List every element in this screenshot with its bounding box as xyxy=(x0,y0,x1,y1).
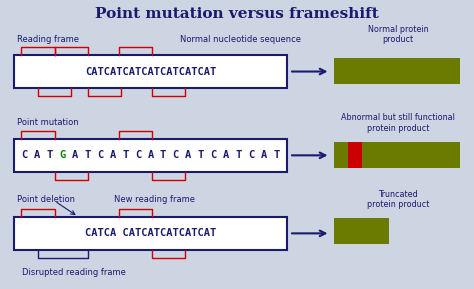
Text: A: A xyxy=(185,150,191,160)
Bar xyxy=(14,139,287,172)
Text: C: C xyxy=(97,150,103,160)
Text: T: T xyxy=(198,150,204,160)
Text: A: A xyxy=(34,150,40,160)
Text: CATCA CATCATCATCATCAT: CATCA CATCATCATCATCAT xyxy=(85,228,216,238)
Bar xyxy=(348,142,362,168)
Text: G: G xyxy=(59,150,65,160)
Text: Abnormal but still functional
protein product: Abnormal but still functional protein pr… xyxy=(341,113,455,133)
Text: A: A xyxy=(261,150,267,160)
Text: Normal nucleotide sequence: Normal nucleotide sequence xyxy=(180,34,301,44)
Text: T: T xyxy=(160,150,166,160)
Text: C: C xyxy=(210,150,217,160)
Text: A: A xyxy=(147,150,154,160)
Bar xyxy=(14,217,287,250)
Bar xyxy=(334,218,389,244)
Text: Point deletion: Point deletion xyxy=(17,195,74,204)
Text: C: C xyxy=(173,150,179,160)
Text: Reading frame: Reading frame xyxy=(17,34,79,44)
Text: C: C xyxy=(135,150,141,160)
Text: Point mutation versus frameshift: Point mutation versus frameshift xyxy=(95,7,379,21)
Text: T: T xyxy=(46,150,53,160)
Text: Normal protein
product: Normal protein product xyxy=(368,25,428,45)
Text: New reading frame: New reading frame xyxy=(114,195,195,204)
Text: T: T xyxy=(236,150,242,160)
Text: CATCATCATCATCATCATCAT: CATCATCATCATCATCATCAT xyxy=(85,66,216,77)
Text: Point mutation: Point mutation xyxy=(17,118,78,127)
Bar xyxy=(334,142,460,168)
Text: A: A xyxy=(223,150,229,160)
Text: T: T xyxy=(273,150,280,160)
Text: Truncated
protein product: Truncated protein product xyxy=(367,190,429,209)
Bar xyxy=(14,55,287,88)
Text: Disrupted reading frame: Disrupted reading frame xyxy=(21,268,126,277)
Bar xyxy=(334,58,460,84)
Text: T: T xyxy=(122,150,128,160)
Text: C: C xyxy=(21,150,27,160)
Text: C: C xyxy=(248,150,255,160)
Text: A: A xyxy=(72,150,78,160)
Text: T: T xyxy=(84,150,91,160)
Text: A: A xyxy=(109,150,116,160)
